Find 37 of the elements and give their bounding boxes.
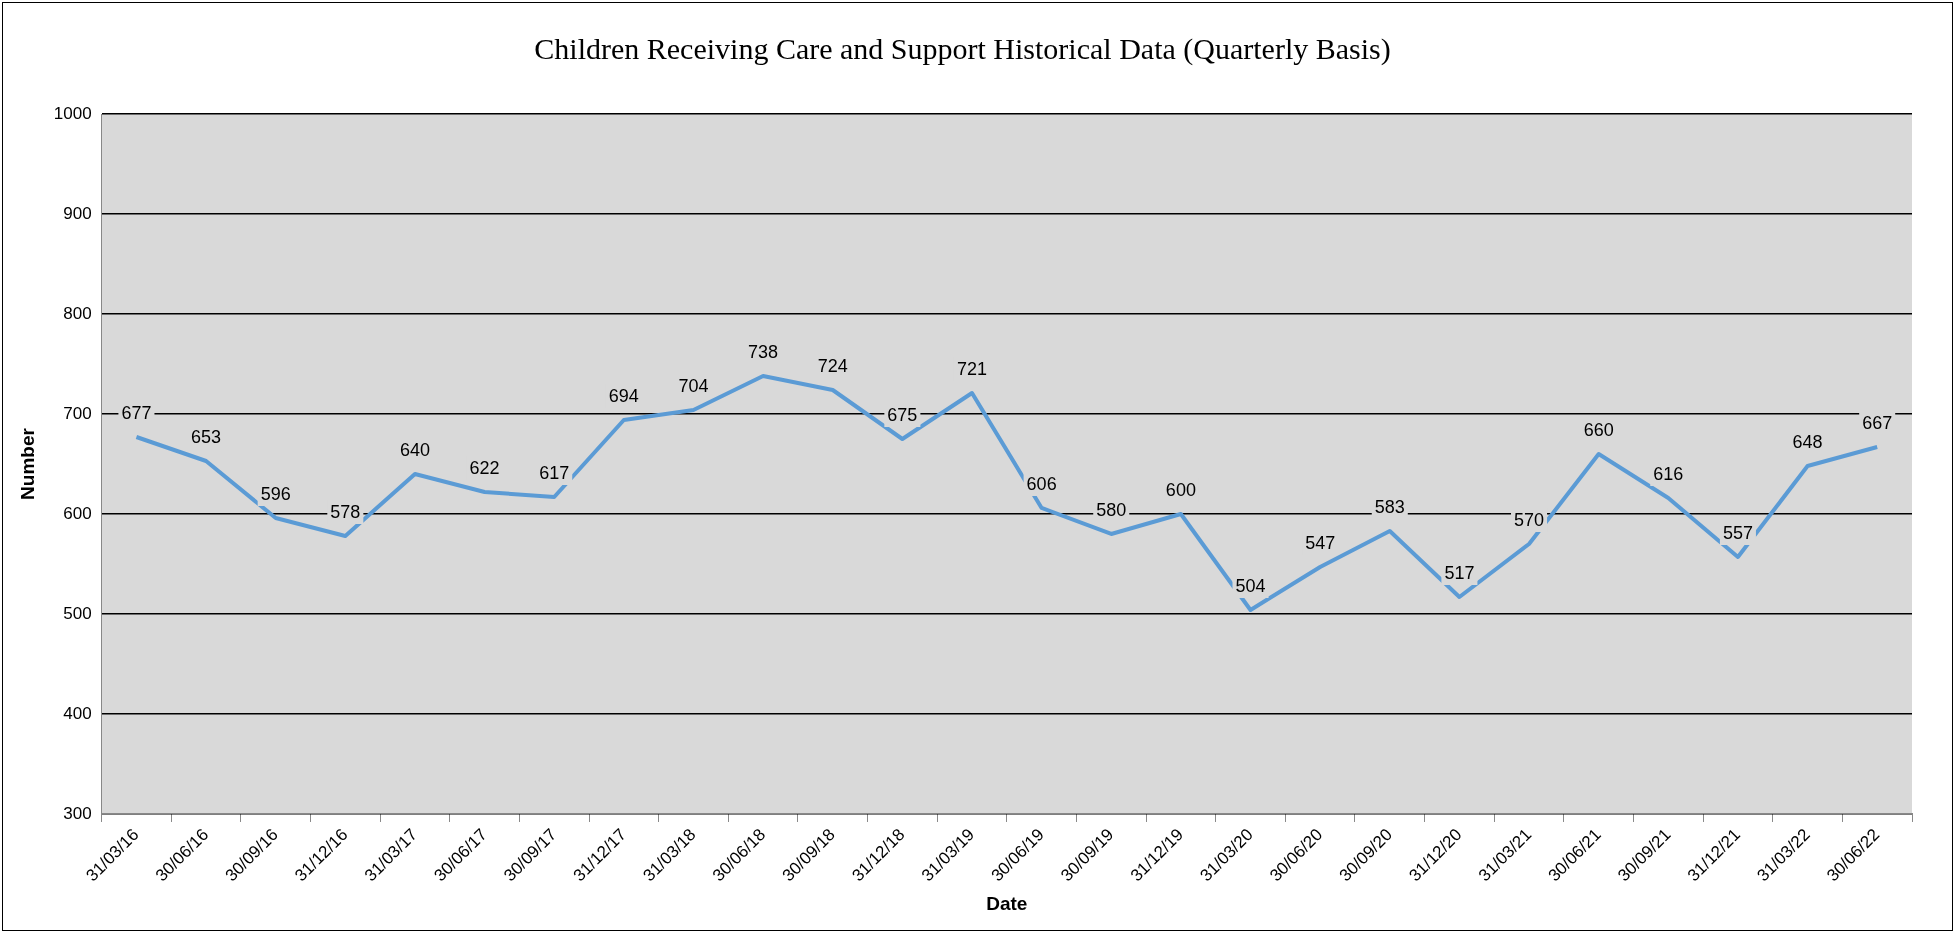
data-label: 721 (956, 358, 988, 379)
data-label: 677 (121, 402, 152, 423)
data-label: 606 (1026, 473, 1057, 494)
data-label: 648 (1792, 431, 1823, 452)
data-label: 724 (817, 355, 848, 376)
y-tick-label: 400 (63, 703, 92, 723)
x-axis-title: Date (986, 892, 1028, 914)
data-label: 570 (1514, 509, 1545, 530)
data-label: 578 (330, 501, 361, 522)
data-label: 600 (1165, 479, 1196, 500)
data-label: 738 (748, 341, 779, 362)
data-label: 580 (1096, 499, 1127, 520)
data-label: 653 (191, 426, 222, 447)
data-label: 622 (469, 457, 500, 478)
y-tick-label: 900 (63, 203, 92, 223)
y-tick-label: 600 (63, 503, 92, 523)
y-tick-label: 1000 (53, 103, 92, 123)
data-label: 583 (1374, 496, 1405, 517)
y-tick-label: 500 (63, 603, 92, 623)
data-label: 694 (608, 385, 639, 406)
data-label: 640 (399, 439, 430, 460)
data-label: 617 (539, 462, 570, 483)
data-label: 616 (1653, 463, 1684, 484)
data-label: 517 (1444, 562, 1475, 583)
data-label: 667 (1862, 412, 1893, 433)
data-label: 557 (1722, 522, 1753, 543)
y-tick-label: 800 (63, 303, 92, 323)
y-tick-label: 700 (63, 403, 92, 423)
data-label: 660 (1583, 419, 1614, 440)
data-label: 704 (678, 375, 709, 396)
y-axis-title: Number (16, 427, 38, 500)
chart-title: Children Receiving Care and Support Historical Data (Quarterly Basis) (534, 31, 1391, 66)
data-label: 504 (1235, 575, 1266, 596)
data-label: 675 (887, 404, 918, 425)
data-label: 596 (260, 483, 291, 504)
y-tick-label: 300 (63, 803, 92, 823)
data-label: 547 (1305, 532, 1336, 553)
